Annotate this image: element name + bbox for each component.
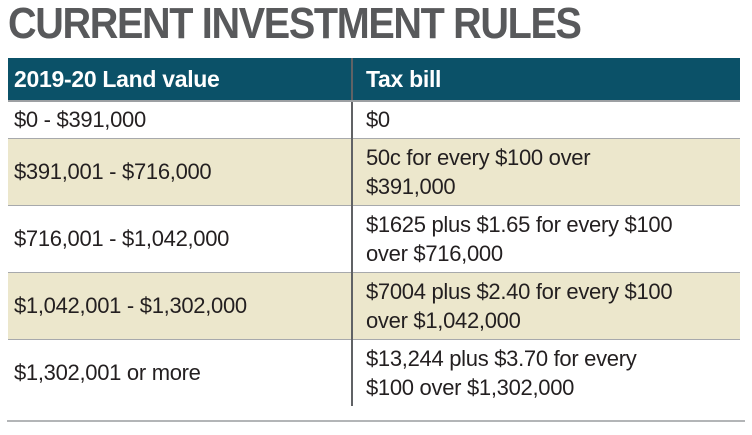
tax-bill-cell: 50c for every $100 over $391,000 — [351, 137, 740, 205]
land-value-cell: $716,001 - $1,042,000 — [8, 204, 352, 272]
table-row: $1,042,001 - $1,302,000 $7004 plus $2.40… — [8, 271, 740, 339]
land-value-cell: $391,001 - $716,000 — [8, 137, 352, 205]
column-header-tax-bill: Tax bill — [351, 58, 740, 102]
land-value-cell: $1,042,001 - $1,302,000 — [8, 271, 352, 339]
tax-bill-cell: $13,244 plus $3.70 for every $100 over $… — [351, 338, 740, 406]
bottom-divider-rule — [7, 420, 745, 422]
table-row: $391,001 - $716,000 50c for every $100 o… — [8, 137, 740, 205]
tax-bill-cell: $0 — [351, 101, 740, 138]
table-row: $1,302,001 or more $13,244 plus $3.70 fo… — [8, 338, 740, 406]
table-header-row: 2019-20 Land value Tax bill — [8, 58, 740, 102]
column-header-land-value: 2019-20 Land value — [8, 58, 352, 102]
land-tax-table: 2019-20 Land value Tax bill $0 - $391,00… — [8, 58, 740, 406]
table-row: $716,001 - $1,042,000 $1625 plus $1.65 f… — [8, 204, 740, 272]
tax-bill-cell: $1625 plus $1.65 for every $100 over $71… — [351, 204, 740, 272]
land-value-cell: $0 - $391,000 — [14, 106, 146, 132]
table-row: $0 - $391,000 $0 — [8, 101, 740, 138]
page-title: CURRENT INVESTMENT RULES — [8, 0, 582, 48]
tax-bill-cell: $7004 plus $2.40 for every $100 over $1,… — [351, 271, 740, 339]
land-value-cell: $1,302,001 or more — [8, 338, 352, 406]
